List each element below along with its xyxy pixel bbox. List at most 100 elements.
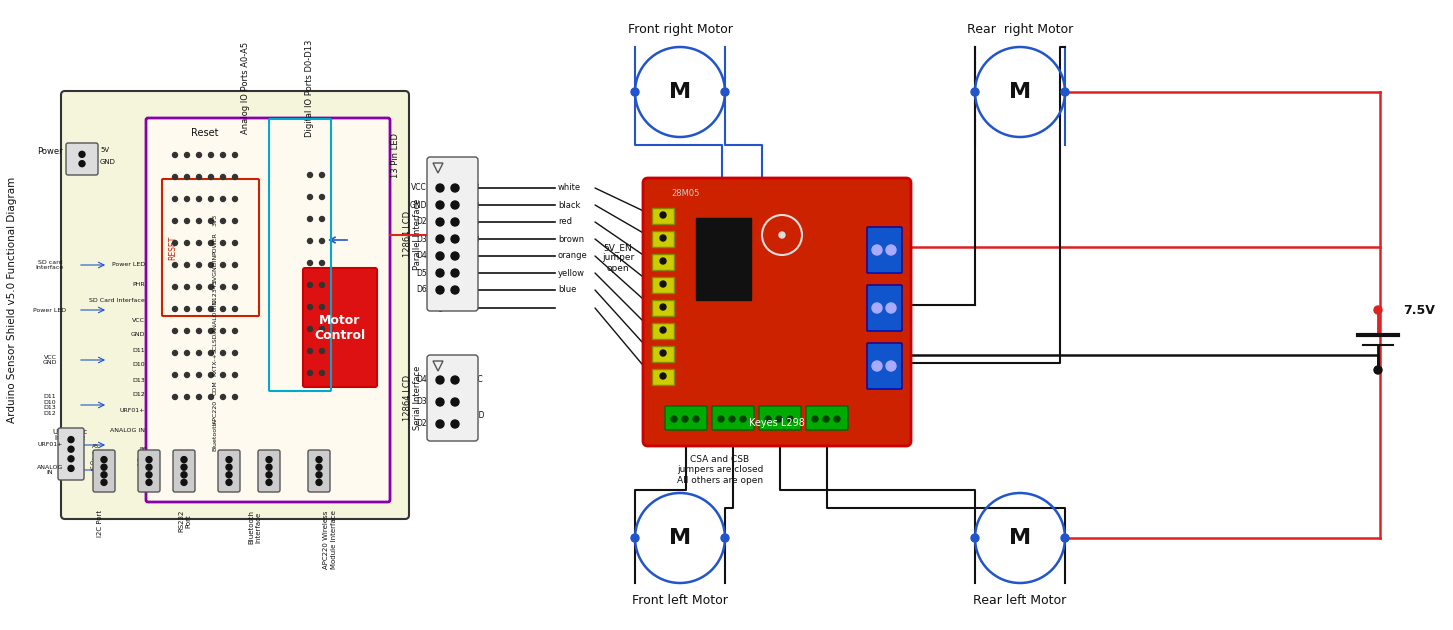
Circle shape xyxy=(221,197,225,202)
Text: Rear  right Motor: Rear right Motor xyxy=(966,23,1074,35)
Circle shape xyxy=(450,184,459,192)
Text: VCC
GND: VCC GND xyxy=(42,355,57,365)
Circle shape xyxy=(221,241,225,246)
Circle shape xyxy=(436,269,445,277)
Text: D11
D10
D13
D12: D11 D10 D13 D12 xyxy=(44,394,57,416)
Circle shape xyxy=(221,263,225,268)
Text: COM: COM xyxy=(212,381,218,396)
Circle shape xyxy=(681,416,689,422)
Text: SD Card Interface: SD Card Interface xyxy=(89,297,145,302)
Circle shape xyxy=(776,416,782,422)
Circle shape xyxy=(450,201,459,209)
FancyBboxPatch shape xyxy=(806,406,849,430)
Circle shape xyxy=(450,235,459,243)
Circle shape xyxy=(320,304,324,309)
Text: VCC: VCC xyxy=(132,318,145,323)
Circle shape xyxy=(221,219,225,224)
Circle shape xyxy=(872,303,882,313)
Bar xyxy=(652,300,674,316)
Circle shape xyxy=(221,152,225,158)
Text: D10: D10 xyxy=(464,234,479,244)
Circle shape xyxy=(185,175,189,180)
Circle shape xyxy=(872,361,882,371)
Circle shape xyxy=(886,361,897,371)
Circle shape xyxy=(227,479,232,485)
Circle shape xyxy=(208,285,214,290)
Circle shape xyxy=(764,416,772,422)
Circle shape xyxy=(315,457,323,462)
Circle shape xyxy=(196,263,202,268)
Text: URF01+: URF01+ xyxy=(119,408,145,413)
Text: APC220 Wireless
Module Interface: APC220 Wireless Module Interface xyxy=(324,510,337,569)
Circle shape xyxy=(185,372,189,377)
Circle shape xyxy=(436,235,445,243)
Text: D2: D2 xyxy=(417,420,427,428)
FancyBboxPatch shape xyxy=(665,406,708,430)
Text: Bluetooth: Bluetooth xyxy=(212,421,218,451)
Text: 12864 LCD: 12864 LCD xyxy=(404,211,413,257)
Circle shape xyxy=(450,376,459,384)
Circle shape xyxy=(320,282,324,287)
Text: D12: D12 xyxy=(464,200,479,210)
Circle shape xyxy=(812,416,818,422)
Circle shape xyxy=(221,307,225,311)
Circle shape xyxy=(182,479,187,485)
Circle shape xyxy=(173,263,177,268)
Circle shape xyxy=(173,152,177,158)
Circle shape xyxy=(185,263,189,268)
Text: D9: D9 xyxy=(464,251,475,260)
Circle shape xyxy=(266,464,272,470)
Circle shape xyxy=(232,372,237,377)
Text: 3V3: 3V3 xyxy=(212,214,218,226)
Text: GND: GND xyxy=(131,333,145,338)
Circle shape xyxy=(693,416,699,422)
Circle shape xyxy=(173,372,177,377)
Text: D4: D4 xyxy=(416,251,427,260)
Text: 5V_EN
jumper
open: 5V_EN jumper open xyxy=(602,243,634,273)
Circle shape xyxy=(721,88,729,96)
Circle shape xyxy=(450,269,459,277)
Text: Power LED: Power LED xyxy=(33,307,67,312)
Text: CSA and CSB
jumpers are closed
All others are open: CSA and CSB jumpers are closed All other… xyxy=(677,455,763,485)
Circle shape xyxy=(182,457,187,462)
Text: URF01+: URF01+ xyxy=(38,442,62,447)
Circle shape xyxy=(196,197,202,202)
FancyBboxPatch shape xyxy=(712,406,754,430)
Circle shape xyxy=(173,219,177,224)
Text: 7.5V: 7.5V xyxy=(1404,304,1436,316)
Circle shape xyxy=(660,212,665,218)
Text: D3: D3 xyxy=(416,398,427,406)
Circle shape xyxy=(308,304,312,309)
Circle shape xyxy=(196,285,202,290)
Circle shape xyxy=(227,457,232,462)
FancyBboxPatch shape xyxy=(867,343,902,389)
Text: D11: D11 xyxy=(132,348,145,353)
Text: VCC: VCC xyxy=(468,375,484,384)
Circle shape xyxy=(208,197,214,202)
Circle shape xyxy=(221,372,225,377)
Circle shape xyxy=(436,286,445,294)
Text: green: green xyxy=(437,304,462,312)
Circle shape xyxy=(320,195,324,200)
Text: Front right Motor: Front right Motor xyxy=(628,23,732,35)
Bar xyxy=(652,231,674,247)
Circle shape xyxy=(196,152,202,158)
Circle shape xyxy=(729,416,735,422)
Circle shape xyxy=(68,446,74,452)
Circle shape xyxy=(208,152,214,158)
Text: A5
A4
A0
GND
VCC: A5 A4 A0 GND VCC xyxy=(90,444,102,472)
Circle shape xyxy=(196,328,202,333)
Circle shape xyxy=(173,197,177,202)
Circle shape xyxy=(102,472,108,478)
Circle shape xyxy=(68,455,74,462)
Text: Bluetooth
Interface: Bluetooth Interface xyxy=(248,510,262,544)
Circle shape xyxy=(872,245,882,255)
Circle shape xyxy=(232,350,237,355)
Circle shape xyxy=(173,394,177,399)
Circle shape xyxy=(102,479,108,485)
Text: Parallel Interface: Parallel Interface xyxy=(414,198,423,270)
Circle shape xyxy=(227,472,232,478)
Text: white: white xyxy=(558,183,581,193)
Circle shape xyxy=(308,348,312,353)
Text: D5: D5 xyxy=(416,268,427,277)
